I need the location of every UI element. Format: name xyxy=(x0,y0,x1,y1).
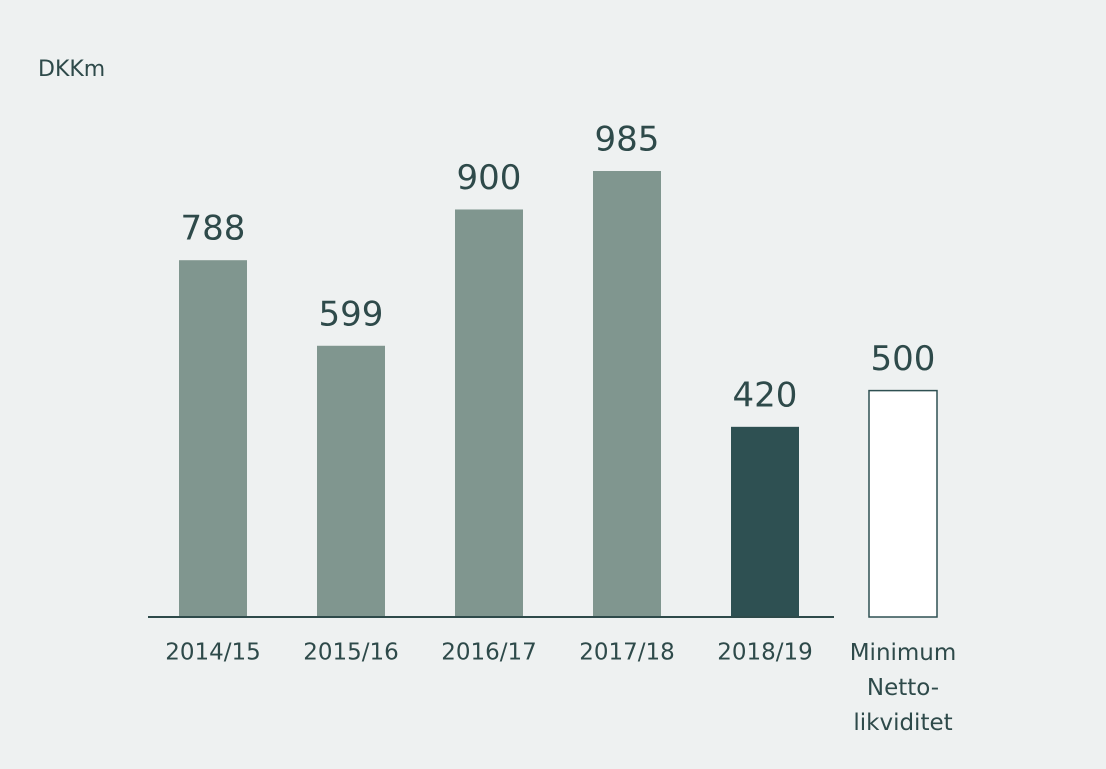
x-tick-label-line: Minimum xyxy=(850,640,957,666)
axis-label: DKKm xyxy=(38,57,105,82)
x-tick-label: 2015/16 xyxy=(303,640,399,666)
value-label: 985 xyxy=(595,119,660,159)
x-tick-label-line: likviditet xyxy=(853,710,952,736)
bar xyxy=(868,389,938,618)
bar xyxy=(731,426,799,617)
value-label: 420 xyxy=(733,375,798,415)
x-tick-label: 2018/19 xyxy=(717,640,813,666)
bar xyxy=(179,260,247,617)
bar xyxy=(317,345,385,617)
value-label: 599 xyxy=(319,294,384,334)
x-tick-label: 2014/15 xyxy=(165,640,261,666)
value-label: 788 xyxy=(181,209,246,249)
x-tick-label: 2016/17 xyxy=(441,640,537,666)
x-tick-label-line: Netto- xyxy=(867,675,939,701)
value-label: 900 xyxy=(457,158,522,198)
bar xyxy=(593,170,661,617)
x-tick-label: 2017/18 xyxy=(579,640,675,666)
x-tick-label: Minimum Netto-likviditet xyxy=(850,640,957,736)
value-label: 500 xyxy=(871,339,936,379)
bar xyxy=(455,209,523,618)
